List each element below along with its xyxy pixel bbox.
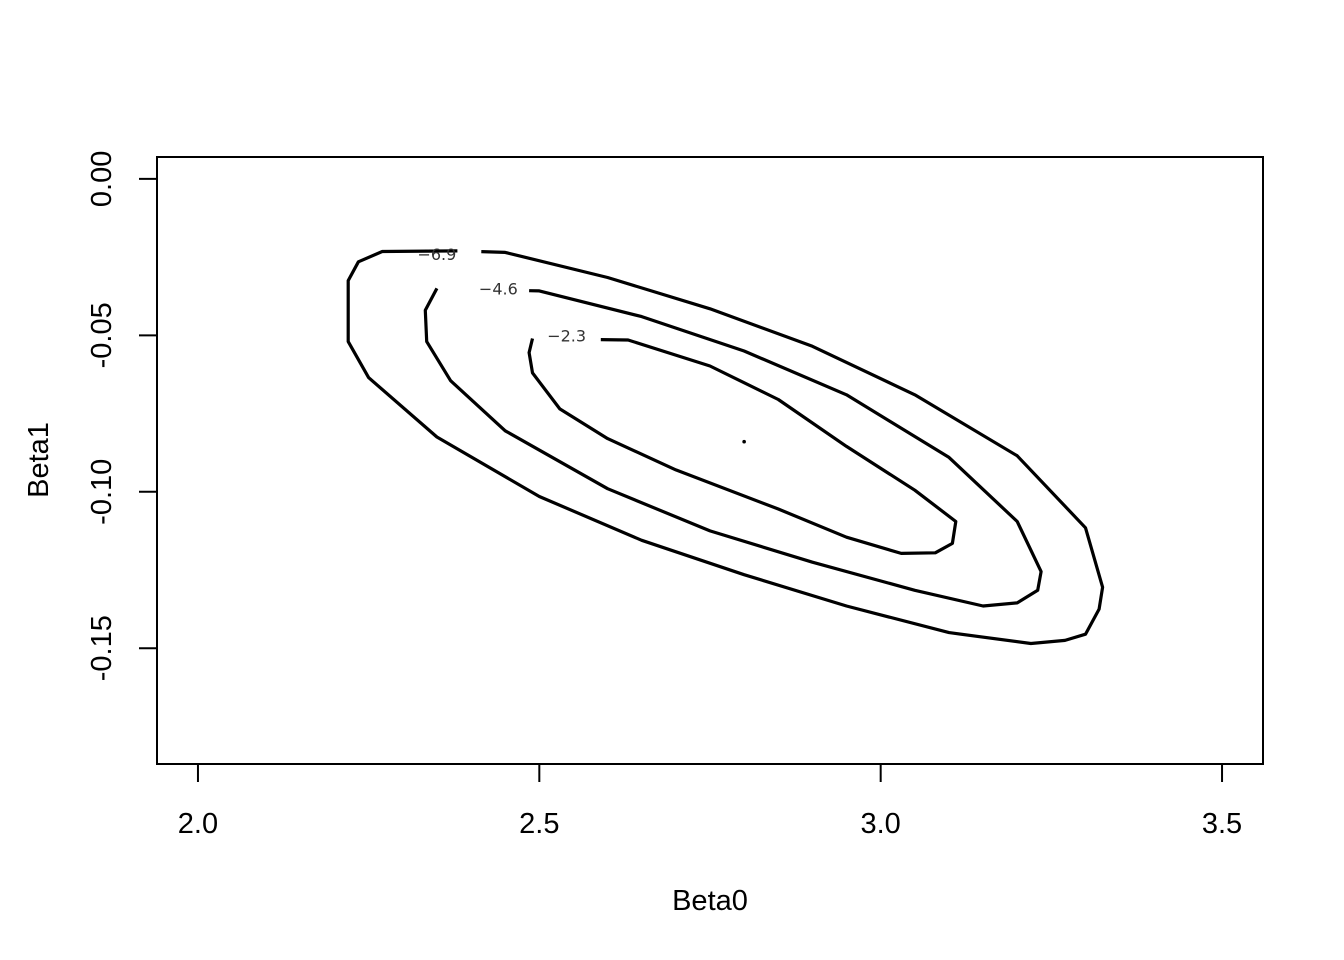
y-tick-label: 0.00 (86, 151, 118, 207)
contour-line (527, 338, 958, 555)
contour-line (423, 287, 1043, 608)
contour-label: −6.9 (417, 245, 456, 264)
y-tick-label: -0.05 (86, 302, 118, 368)
x-tick-label: 3.0 (861, 808, 901, 840)
y-tick-label: -0.10 (86, 459, 118, 525)
contour-label: −4.6 (479, 279, 518, 298)
plot-frame (156, 156, 1264, 765)
x-axis-title: Beta0 (672, 885, 748, 917)
x-tick-label: 3.5 (1202, 808, 1242, 840)
x-tick-label: 2.0 (178, 808, 218, 840)
x-tick-label: 2.5 (519, 808, 559, 840)
contour-lines: −2.3 −4.6 −6.9 (346, 245, 1105, 646)
x-axis: 2.0 2.5 3.0 3.5 (178, 763, 1242, 840)
y-tick-label: -0.15 (86, 615, 118, 681)
contour-label: −2.3 (547, 326, 586, 345)
center-point (742, 439, 746, 444)
contour-line (346, 249, 1105, 646)
y-axis-title: Beta1 (23, 422, 55, 498)
y-axis: 0.00 -0.05 -0.10 -0.15 (86, 151, 158, 681)
